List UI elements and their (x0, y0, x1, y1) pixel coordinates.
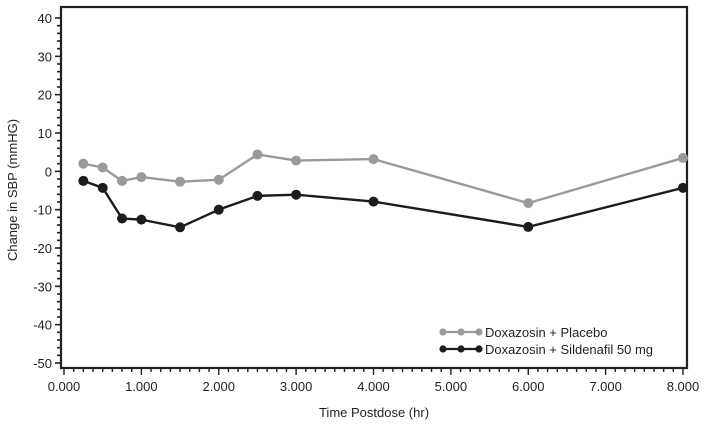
x-tick-label: 1.000 (125, 379, 158, 394)
data-point (523, 198, 534, 209)
data-point (678, 182, 688, 193)
data-point (213, 204, 224, 215)
data-point (117, 175, 128, 186)
data-point (252, 149, 263, 160)
y-tick-label: 10 (38, 126, 52, 141)
series-line (82, 179, 684, 229)
data-point (678, 152, 688, 163)
y-tick-label: 20 (38, 88, 52, 103)
x-tick-label: 4.000 (357, 379, 390, 394)
x-tick-label: 5.000 (435, 379, 468, 394)
data-point (368, 196, 379, 207)
x-axis: 0.000 1.000 2.000 3.000 4.000 5.000 6.000 7.000… (48, 368, 700, 394)
legend-marker (439, 345, 447, 353)
y-tick-label: -40 (33, 318, 52, 333)
data-point (78, 158, 89, 169)
x-tick-label: 8.000 (667, 379, 700, 394)
series-1 (78, 149, 688, 209)
data-point (117, 213, 128, 224)
y-tick-label: -30 (33, 279, 52, 294)
x-tick-label: 2.000 (202, 379, 235, 394)
legend-item: Doxazosin + Sildenafil 50 mg (439, 342, 653, 357)
legend-marker (475, 345, 483, 353)
legend-label: Doxazosin + Placebo (485, 325, 608, 340)
legend-item: Doxazosin + Placebo (439, 325, 608, 340)
legend: Doxazosin + Placebo Doxazosin + Sildenafi… (439, 325, 653, 357)
y-tick-label: 40 (38, 11, 52, 26)
data-point (213, 174, 224, 185)
data-point (291, 189, 302, 200)
legend-marker (457, 345, 465, 353)
y-tick-label: 30 (38, 49, 52, 64)
data-point (368, 154, 379, 165)
y-axis-label: Change in SBP (mmHG) (5, 119, 20, 261)
series-2 (78, 175, 688, 233)
data-point (175, 176, 186, 187)
series-group (78, 149, 688, 233)
legend-marker (439, 328, 447, 336)
x-tick-label: 6.000 (512, 379, 545, 394)
x-tick-label: 7.000 (589, 379, 622, 394)
plot-frame (59, 5, 689, 370)
y-tick-label: -50 (33, 356, 52, 371)
data-point (136, 214, 147, 225)
x-tick-label: 3.000 (280, 379, 313, 394)
data-point (78, 175, 89, 186)
legend-marker (457, 328, 465, 336)
legend-label: Doxazosin + Sildenafil 50 mg (485, 342, 653, 357)
data-point (97, 162, 108, 173)
data-point (252, 190, 263, 201)
data-point (97, 182, 108, 193)
x-axis-label: Time Postdose (hr) (319, 405, 429, 420)
data-point (291, 155, 302, 166)
data-point (175, 222, 186, 233)
y-tick-label: 0 (45, 164, 52, 179)
series-line (83, 153, 684, 205)
y-tick-label: -20 (33, 241, 52, 256)
data-point (523, 221, 534, 232)
x-tick-label: 0.000 (48, 379, 81, 394)
legend-marker (475, 328, 483, 336)
y-axis: 40 30 20 10 0 -10 -20 -30 -40 -50 (33, 11, 61, 371)
y-tick-label: -10 (33, 203, 52, 218)
data-point (136, 172, 147, 183)
